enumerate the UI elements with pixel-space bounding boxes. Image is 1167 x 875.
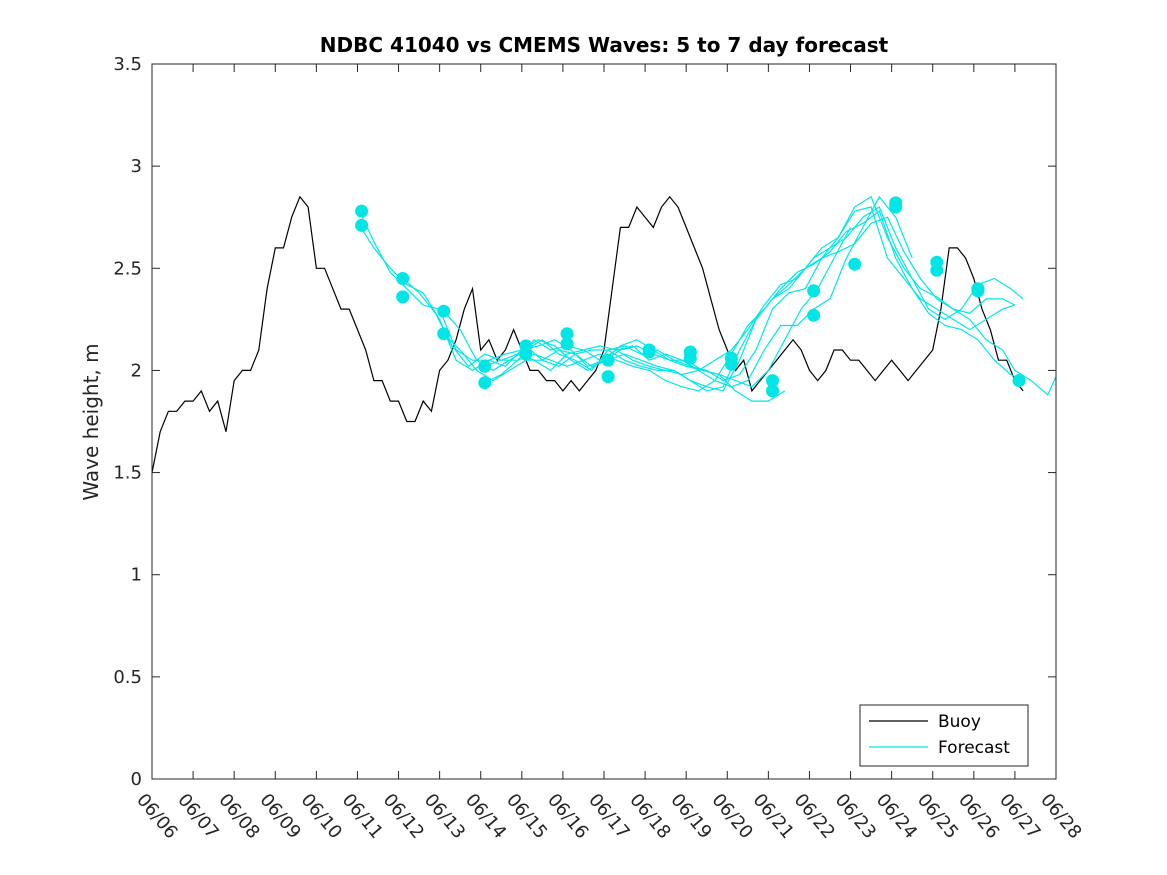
forecast-marker-5 (437, 304, 451, 318)
forecast-marker-27 (889, 200, 903, 214)
forecast-marker-7 (478, 359, 492, 373)
y-tick-label: 3.5 (113, 54, 142, 75)
y-tick-label: 2 (131, 360, 142, 381)
y-tick-label: 1 (131, 565, 142, 586)
chart-title: NDBC 41040 vs CMEMS Waves: 5 to 7 day fo… (320, 33, 889, 57)
forecast-marker-11 (560, 327, 574, 341)
forecast-marker-12 (560, 337, 574, 351)
forecast-run-line-5 (443, 206, 1016, 392)
y-tick-label: 0 (131, 769, 142, 790)
y-axis-label: Wave height, m (79, 343, 103, 500)
forecast-marker-1 (355, 204, 369, 218)
legend: Buoy Forecast (859, 704, 1029, 767)
forecast-run-line-3 (402, 195, 913, 388)
forecast-marker-14 (601, 370, 615, 384)
forecast-marker-21 (766, 374, 779, 388)
y-tick-label: 2.5 (113, 258, 142, 279)
forecast-run-line-7 (484, 210, 1024, 392)
forecast-run-line-8 (525, 216, 1057, 396)
forecast-marker-6 (437, 327, 451, 341)
forecast-marker-10 (519, 347, 533, 361)
forecast-marker-22 (766, 384, 779, 398)
forecast-marker-3 (396, 272, 410, 285)
y-tick-label: 3 (131, 156, 142, 177)
forecast-marker-8 (478, 376, 492, 390)
forecast-marker-24 (807, 308, 821, 322)
forecast-marker-2 (355, 218, 369, 232)
y-tick-label: 0.5 (113, 667, 142, 688)
plot-background (152, 64, 1056, 779)
plot-area (151, 64, 1057, 779)
forecast-marker-4 (396, 290, 410, 304)
forecast-marker-23 (807, 284, 821, 298)
forecast-marker-20 (724, 357, 738, 371)
legend-box (859, 704, 1029, 767)
forecast-marker-25 (848, 257, 862, 271)
legend-buoy-label: Buoy (938, 712, 981, 732)
forecast-run-line-4 (443, 195, 1016, 382)
forecast-marker-18 (683, 351, 697, 365)
buoy-series-line (151, 195, 1024, 473)
forecast-marker-31 (971, 284, 985, 298)
forecast-marker-29 (930, 263, 944, 277)
forecast-marker-32 (1012, 374, 1026, 388)
y-tick-label: 1.5 (113, 463, 142, 484)
forecast-marker-13 (601, 353, 615, 367)
legend-forecast-label: Forecast (938, 738, 1010, 758)
forecast-marker-16 (642, 345, 656, 359)
